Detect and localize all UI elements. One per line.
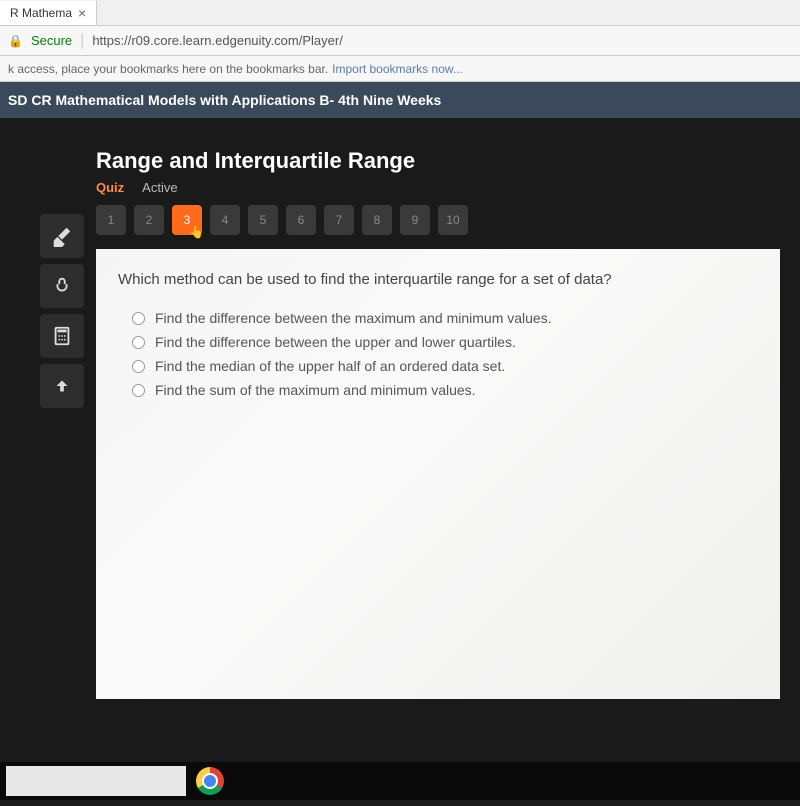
tab-title: R Mathema	[10, 6, 72, 20]
cursor-icon: 👆	[189, 225, 204, 239]
main-area: Range and Interquartile Range Quiz Activ…	[0, 118, 800, 806]
bookmarks-bar: k access, place your bookmarks here on t…	[0, 56, 800, 82]
taskbar	[0, 762, 800, 800]
lesson-title: Range and Interquartile Range	[96, 148, 780, 174]
bookmarks-text: k access, place your bookmarks here on t…	[8, 62, 328, 76]
course-header: SD CR Mathematical Models with Applicati…	[0, 82, 800, 118]
active-label: Active	[142, 180, 177, 195]
radio-2[interactable]	[132, 360, 145, 373]
quiz-status-row: Quiz Active	[96, 180, 780, 195]
question-nav-5[interactable]: 5	[248, 205, 278, 235]
radio-3[interactable]	[132, 384, 145, 397]
chrome-icon[interactable]	[196, 767, 224, 795]
option-row-1[interactable]: Find the difference between the upper an…	[118, 330, 758, 354]
taskbar-item[interactable]	[6, 766, 186, 796]
browser-tab-bar: R Mathema ×	[0, 0, 800, 26]
quiz-label: Quiz	[96, 180, 124, 195]
option-row-3[interactable]: Find the sum of the maximum and minimum …	[118, 378, 758, 402]
radio-1[interactable]	[132, 336, 145, 349]
question-nav-8[interactable]: 8	[362, 205, 392, 235]
option-row-0[interactable]: Find the difference between the maximum …	[118, 306, 758, 330]
option-text-3: Find the sum of the maximum and minimum …	[155, 382, 476, 398]
option-row-2[interactable]: Find the median of the upper half of an …	[118, 354, 758, 378]
question-nav-3[interactable]: 3👆	[172, 205, 202, 235]
browser-tab[interactable]: R Mathema ×	[0, 1, 97, 25]
question-panel: Which method can be used to find the int…	[96, 249, 780, 699]
tool-sidebar	[40, 148, 96, 806]
calculator-tool[interactable]	[40, 314, 84, 358]
question-nav-2[interactable]: 2	[134, 205, 164, 235]
options-list: Find the difference between the maximum …	[118, 306, 758, 402]
secure-label: Secure	[31, 33, 72, 48]
content-wrap: Range and Interquartile Range Quiz Activ…	[0, 118, 800, 806]
question-nav-6[interactable]: 6	[286, 205, 316, 235]
content-column: Range and Interquartile Range Quiz Activ…	[96, 148, 780, 806]
question-nav-4[interactable]: 4	[210, 205, 240, 235]
collapse-tool[interactable]	[40, 364, 84, 408]
option-text-2: Find the median of the upper half of an …	[155, 358, 505, 374]
question-nav-1[interactable]: 1	[96, 205, 126, 235]
import-bookmarks-link[interactable]: Import bookmarks now...	[332, 62, 463, 76]
question-nav: 12 3👆 456789 10	[96, 205, 780, 235]
url-text[interactable]: https://r09.core.learn.edgenuity.com/Pla…	[92, 33, 343, 48]
question-nav-10[interactable]: 10	[438, 205, 468, 235]
close-icon[interactable]: ×	[78, 5, 86, 21]
divider: |	[80, 32, 84, 50]
option-text-0: Find the difference between the maximum …	[155, 310, 552, 326]
highlighter-tool[interactable]	[40, 214, 84, 258]
lock-icon: 🔒	[8, 34, 23, 48]
radio-0[interactable]	[132, 312, 145, 325]
audio-tool[interactable]	[40, 264, 84, 308]
option-text-1: Find the difference between the upper an…	[155, 334, 516, 350]
question-nav-9[interactable]: 9	[400, 205, 430, 235]
question-text: Which method can be used to find the int…	[118, 271, 758, 288]
question-nav-7[interactable]: 7	[324, 205, 354, 235]
address-bar: 🔒 Secure | https://r09.core.learn.edgenu…	[0, 26, 800, 56]
